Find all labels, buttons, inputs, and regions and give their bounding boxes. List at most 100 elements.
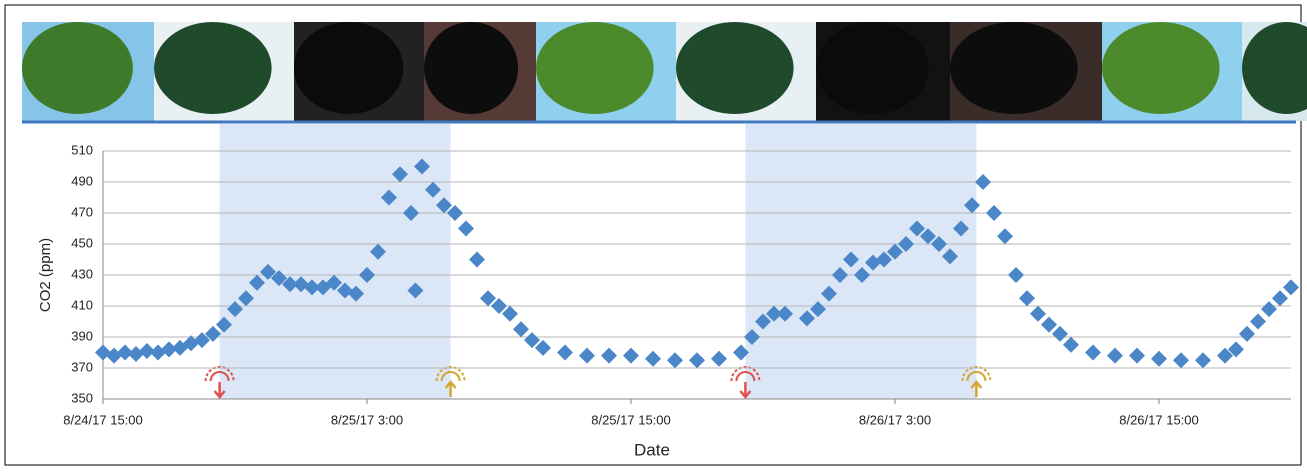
point — [1239, 325, 1255, 342]
point — [1272, 290, 1288, 307]
point — [1008, 267, 1024, 283]
point — [964, 197, 980, 214]
sun-icon — [735, 371, 756, 382]
point — [414, 158, 430, 175]
point — [898, 236, 914, 252]
point — [711, 350, 727, 367]
point — [1129, 347, 1145, 364]
point — [403, 205, 419, 221]
point — [407, 282, 424, 299]
photo-tree — [424, 22, 519, 114]
sun-icon — [730, 366, 761, 382]
sun-icon — [209, 371, 230, 382]
point — [260, 263, 276, 280]
point — [205, 325, 221, 342]
photo-tree — [1242, 22, 1307, 114]
point — [1019, 290, 1035, 307]
point — [887, 243, 903, 260]
point — [854, 267, 870, 283]
point — [799, 310, 815, 327]
x-tick-label: 8/25/17 3:00 — [331, 412, 403, 427]
point — [480, 290, 496, 307]
x-tick-label: 8/26/17 15:00 — [1119, 412, 1199, 427]
point — [975, 174, 991, 190]
point — [348, 285, 364, 302]
point — [502, 305, 518, 322]
point — [931, 236, 947, 252]
point — [986, 205, 1002, 221]
y-tick-label: 450 — [71, 235, 93, 250]
point — [194, 332, 210, 349]
point — [117, 344, 133, 361]
point — [524, 332, 540, 349]
y-tick-label: 370 — [71, 359, 93, 374]
point — [436, 197, 452, 214]
point — [1217, 347, 1233, 364]
photo-tree — [536, 22, 654, 114]
point — [623, 347, 639, 364]
photo-tree — [154, 22, 272, 114]
sun-icon — [961, 366, 992, 382]
x-axis-title: Date — [634, 440, 670, 459]
point — [161, 341, 177, 358]
point — [216, 316, 232, 333]
point — [645, 350, 661, 367]
point — [1228, 341, 1244, 358]
point — [1151, 350, 1167, 367]
y-tick-label: 430 — [71, 266, 93, 281]
point — [447, 205, 463, 221]
y-tick-label: 390 — [71, 328, 93, 343]
point — [667, 352, 683, 369]
point — [942, 248, 958, 265]
point — [1052, 325, 1068, 342]
point — [821, 285, 837, 302]
photo-tree — [816, 22, 929, 114]
point — [1107, 347, 1123, 364]
point — [282, 276, 298, 293]
point — [469, 251, 485, 268]
point — [953, 220, 969, 237]
point — [370, 243, 386, 260]
point — [1041, 316, 1057, 333]
point — [249, 274, 265, 291]
sun-icon — [966, 371, 987, 382]
point — [458, 220, 474, 237]
point — [1085, 344, 1101, 361]
photo-tree — [676, 22, 794, 114]
sun-arrow — [444, 380, 457, 389]
night-band — [745, 124, 977, 399]
night-band — [219, 124, 451, 399]
point — [689, 352, 705, 369]
point — [997, 228, 1013, 245]
point — [304, 279, 320, 296]
point — [909, 220, 925, 237]
x-tick-label: 8/25/17 15:00 — [591, 412, 671, 427]
y-tick-label: 510 — [71, 142, 93, 157]
x-tick-label: 8/26/17 3:00 — [859, 412, 931, 427]
y-tick-label: 410 — [71, 297, 93, 312]
point — [579, 347, 595, 364]
point — [1173, 352, 1189, 369]
point — [1195, 352, 1211, 369]
point — [1261, 301, 1277, 318]
sun-arrow — [739, 390, 752, 399]
point — [733, 344, 749, 361]
point — [810, 301, 826, 318]
sun-icon — [440, 371, 461, 382]
point — [876, 251, 892, 268]
point — [392, 166, 408, 183]
point — [1283, 279, 1299, 296]
point — [1030, 305, 1046, 322]
point — [425, 181, 441, 198]
point — [359, 267, 375, 283]
sun-arrow — [970, 380, 983, 389]
point — [535, 339, 551, 356]
y-axis-title: CO2 (ppm) — [37, 238, 54, 312]
y-tick-label: 490 — [71, 173, 93, 188]
point — [238, 290, 254, 307]
photo-tree — [294, 22, 404, 114]
point — [271, 270, 287, 287]
photo-tree — [950, 22, 1078, 114]
point — [744, 329, 760, 345]
